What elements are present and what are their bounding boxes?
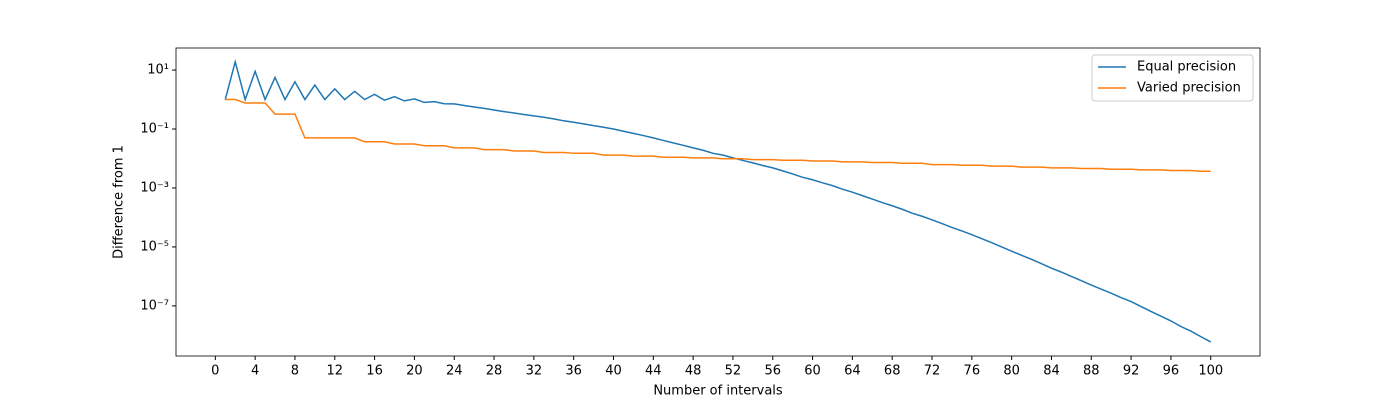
x-tick-label: 16 xyxy=(366,364,383,379)
x-tick-label: 32 xyxy=(526,364,543,379)
x-tick-label: 100 xyxy=(1198,364,1223,379)
x-tick-label: 72 xyxy=(924,364,941,379)
x-tick-label: 0 xyxy=(211,364,219,379)
x-tick-label: 36 xyxy=(565,364,582,379)
x-tick-label: 56 xyxy=(764,364,781,379)
y-tick-label: 10⁻⁷ xyxy=(140,298,169,313)
legend-label: Varied precision xyxy=(1137,81,1241,96)
y-tick-label: 10⁻⁵ xyxy=(140,239,169,254)
plot-frame xyxy=(175,47,1261,357)
x-tick-label: 76 xyxy=(964,364,981,379)
data-line xyxy=(224,58,1212,343)
x-tick-label: 80 xyxy=(1003,364,1020,379)
x-tick-label: 84 xyxy=(1043,364,1060,379)
x-tick-label: 24 xyxy=(446,364,463,379)
x-tick-label: 52 xyxy=(725,364,742,379)
legend-box xyxy=(1091,54,1254,102)
x-tick-label: 96 xyxy=(1163,364,1180,379)
x-tick-label: 12 xyxy=(326,364,343,379)
x-axis-label: Number of intervals xyxy=(653,384,783,399)
y-axis-label: Difference from 1 xyxy=(112,145,127,259)
x-tick-label: 4 xyxy=(251,364,259,379)
x-tick-label: 92 xyxy=(1123,364,1140,379)
legend-label: Equal precision xyxy=(1137,60,1236,75)
x-tick-label: 88 xyxy=(1083,364,1100,379)
y-tick-label: 10⁻³ xyxy=(140,180,169,195)
x-tick-label: 20 xyxy=(406,364,423,379)
x-tick-label: 68 xyxy=(884,364,901,379)
y-tick-label: 10⁻¹ xyxy=(140,122,169,137)
data-line xyxy=(225,98,1211,172)
x-tick-label: 60 xyxy=(804,364,821,379)
x-tick-label: 64 xyxy=(844,364,861,379)
y-tick-label: 10¹ xyxy=(147,63,169,78)
x-tick-label: 44 xyxy=(645,364,662,379)
x-tick-label: 40 xyxy=(605,364,622,379)
x-tick-label: 8 xyxy=(291,364,299,379)
x-tick-label: 28 xyxy=(486,364,503,379)
x-tick-label: 48 xyxy=(685,364,702,379)
